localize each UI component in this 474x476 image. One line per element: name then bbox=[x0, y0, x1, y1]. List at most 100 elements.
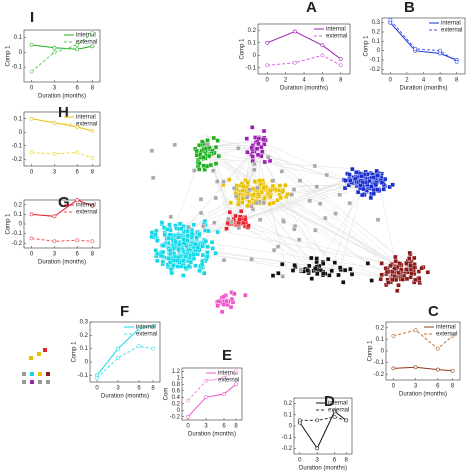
x-tick-label: 8 bbox=[451, 384, 455, 390]
node bbox=[255, 185, 260, 191]
node bbox=[290, 268, 296, 273]
plot-area bbox=[181, 367, 243, 421]
node bbox=[313, 266, 318, 271]
data-point bbox=[151, 346, 155, 351]
node bbox=[181, 224, 186, 229]
node bbox=[149, 148, 155, 153]
node bbox=[275, 197, 280, 203]
series-line bbox=[96, 325, 154, 376]
y-tick-label: 0 bbox=[19, 130, 23, 136]
node bbox=[374, 168, 379, 174]
node bbox=[365, 261, 371, 266]
panel-letter: E bbox=[222, 347, 232, 364]
x-tick-label: 0 bbox=[298, 458, 302, 464]
node bbox=[323, 215, 328, 221]
legend-label: external bbox=[436, 332, 457, 338]
node bbox=[360, 192, 365, 198]
data-point bbox=[222, 375, 226, 380]
node bbox=[213, 145, 219, 150]
legend-label: internal bbox=[326, 27, 346, 33]
edge bbox=[179, 238, 399, 272]
key-node bbox=[37, 352, 41, 356]
edge bbox=[237, 186, 368, 223]
node bbox=[171, 263, 176, 268]
legend-label: internal bbox=[76, 203, 96, 209]
node bbox=[309, 255, 314, 261]
x-tick-label: 8 bbox=[91, 170, 95, 176]
x-tick-label: 3 bbox=[116, 386, 120, 392]
node bbox=[211, 135, 216, 141]
node bbox=[194, 235, 199, 240]
series-line bbox=[31, 151, 93, 159]
x-tick-label: 3 bbox=[53, 86, 57, 92]
node bbox=[236, 202, 241, 207]
node bbox=[271, 247, 277, 253]
legend-label: external bbox=[328, 408, 349, 414]
node bbox=[307, 198, 312, 203]
node bbox=[175, 264, 181, 269]
x-tick-label: 3 bbox=[53, 252, 57, 258]
node bbox=[249, 204, 254, 209]
y-tick-label: -0.1 bbox=[12, 143, 23, 149]
node bbox=[268, 194, 273, 199]
y-axis-label: Comp 1 bbox=[72, 341, 78, 363]
node bbox=[337, 265, 343, 270]
edge bbox=[255, 139, 345, 179]
y-tick-label: 0.2 bbox=[80, 333, 89, 339]
node bbox=[268, 188, 273, 193]
data-point bbox=[29, 150, 34, 155]
node bbox=[165, 227, 170, 232]
x-axis-label: Duration (months) bbox=[299, 466, 347, 472]
x-tick-label: 4 bbox=[302, 78, 306, 84]
y-tick-label: 0.2 bbox=[284, 401, 293, 407]
data-point bbox=[265, 63, 270, 68]
node bbox=[191, 252, 196, 258]
node bbox=[159, 220, 165, 225]
node bbox=[361, 186, 366, 192]
series-line bbox=[267, 30, 342, 60]
y-tick-label: 0 bbox=[381, 349, 385, 355]
node bbox=[260, 149, 265, 154]
data-point bbox=[265, 40, 270, 45]
panel-letter: F bbox=[120, 303, 129, 320]
node bbox=[211, 168, 216, 173]
node bbox=[245, 203, 250, 209]
data-point bbox=[90, 31, 95, 35]
node bbox=[390, 182, 395, 187]
series-line bbox=[187, 370, 237, 401]
edge bbox=[180, 247, 312, 274]
node bbox=[166, 236, 172, 241]
node bbox=[390, 277, 395, 283]
node bbox=[244, 195, 250, 200]
data-point bbox=[52, 151, 57, 156]
series-line bbox=[393, 329, 453, 350]
panel-letter: I bbox=[30, 9, 34, 26]
edge bbox=[200, 153, 318, 277]
node bbox=[348, 178, 353, 183]
node bbox=[150, 175, 156, 181]
node bbox=[390, 269, 395, 274]
y-axis-label: Comp 1 bbox=[6, 45, 12, 67]
node bbox=[373, 182, 379, 188]
data-point bbox=[52, 45, 57, 50]
node bbox=[276, 271, 281, 276]
edge bbox=[261, 150, 403, 259]
edge bbox=[250, 189, 404, 269]
node bbox=[154, 238, 160, 243]
node bbox=[225, 220, 230, 226]
data-point bbox=[90, 155, 95, 160]
node bbox=[200, 252, 206, 258]
node bbox=[343, 178, 348, 183]
data-point bbox=[332, 415, 337, 419]
legend-label: internal bbox=[76, 115, 96, 121]
node bbox=[285, 192, 290, 197]
node bbox=[241, 184, 246, 189]
data-point bbox=[454, 59, 459, 64]
data-point bbox=[320, 43, 325, 48]
node bbox=[252, 167, 257, 172]
plot-area bbox=[23, 199, 101, 249]
data-point bbox=[90, 44, 95, 49]
node bbox=[321, 271, 326, 276]
node bbox=[200, 262, 205, 267]
